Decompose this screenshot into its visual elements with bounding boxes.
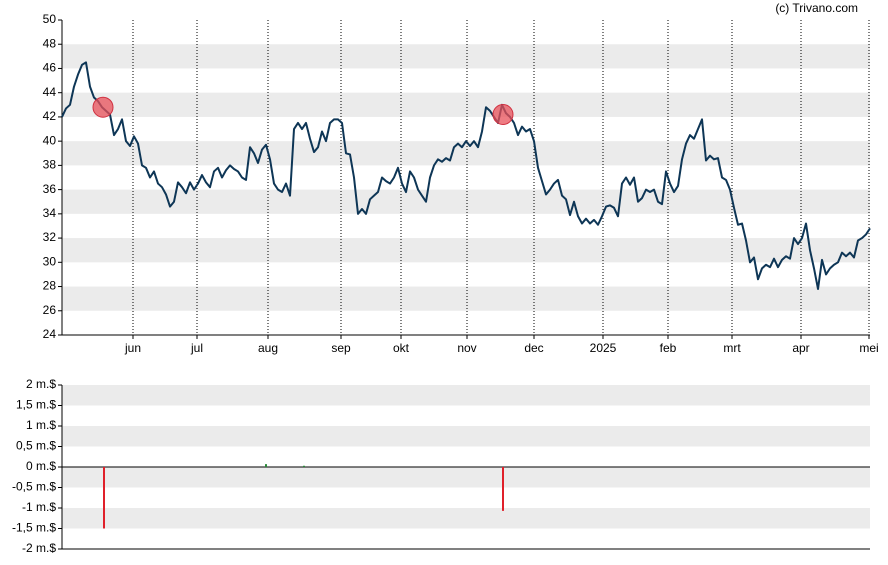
y-tick-label: -1,5 m.$ xyxy=(12,521,56,535)
stripe xyxy=(62,426,870,447)
y-tick-label: 42 xyxy=(43,109,57,123)
x-tick-label: sep xyxy=(331,341,351,355)
y-tick-label: 38 xyxy=(43,158,57,172)
x-tick-label: okt xyxy=(393,341,410,355)
y-tick-label: 1 m.$ xyxy=(26,418,56,432)
bar xyxy=(303,465,305,467)
bar xyxy=(502,467,504,511)
y-tick-label: 28 xyxy=(43,279,57,293)
y-tick-label: 2 m.$ xyxy=(26,377,56,391)
x-tick-label: aug xyxy=(258,341,278,355)
bar xyxy=(265,464,267,467)
x-tick-label: dec xyxy=(524,341,543,355)
y-tick-label: 46 xyxy=(43,61,57,75)
y-tick-label: 0 m.$ xyxy=(26,459,56,473)
trade-marker xyxy=(492,104,514,125)
y-tick-label: 48 xyxy=(43,36,57,50)
y-tick-label: -0,5 m.$ xyxy=(12,480,56,494)
y-tick-label: -2 m.$ xyxy=(22,541,56,555)
stripe xyxy=(62,141,870,166)
y-tick-label: 50 xyxy=(43,12,57,26)
x-tick-label: mei xyxy=(859,341,878,355)
stripe xyxy=(62,286,870,311)
stripe xyxy=(62,92,870,117)
price-line xyxy=(61,61,871,290)
y-tick-label: 0,5 m.$ xyxy=(16,439,56,453)
x-tick-label: 2025 xyxy=(590,341,617,355)
y-tick-label: 34 xyxy=(43,206,57,220)
y-tick-label: 30 xyxy=(43,254,57,268)
trade-marker xyxy=(92,96,114,118)
stripe xyxy=(62,467,870,488)
y-tick-label: 26 xyxy=(43,303,57,317)
x-tick-label: feb xyxy=(660,341,677,355)
x-tick-label: mrt xyxy=(723,341,741,355)
x-tick-label: jun xyxy=(124,341,141,355)
y-tick-label: 32 xyxy=(43,230,57,244)
stripe xyxy=(62,44,870,69)
y-tick-label: 1,5 m.$ xyxy=(16,398,56,412)
y-tick-label: 44 xyxy=(43,85,57,99)
copyright: (c) Trivano.com xyxy=(775,1,858,15)
stripe xyxy=(62,385,870,406)
y-tick-label: 36 xyxy=(43,182,57,196)
x-tick-label: jul xyxy=(190,341,203,355)
stripe xyxy=(62,508,870,529)
stripe xyxy=(62,189,870,214)
y-tick-label: 24 xyxy=(43,327,57,341)
y-tick-label: -1 m.$ xyxy=(22,500,56,514)
x-tick-label: apr xyxy=(792,341,809,355)
y-tick-label: 40 xyxy=(43,133,57,147)
x-tick-label: nov xyxy=(457,341,476,355)
bar xyxy=(103,467,105,529)
